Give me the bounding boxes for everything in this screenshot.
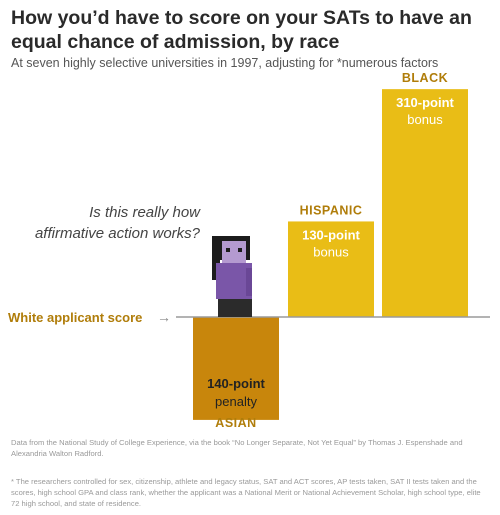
value-sublabel-asian: penalty xyxy=(215,394,257,409)
bar-asian xyxy=(193,317,279,420)
person-face xyxy=(222,241,246,263)
category-label-black: BLACK xyxy=(402,71,448,85)
chart-title: How you’d have to score on your SATs to … xyxy=(11,7,472,53)
value-sublabel-black: bonus xyxy=(407,112,443,127)
value-label-hispanic: 130-point xyxy=(302,227,360,242)
category-label-hispanic: HISPANIC xyxy=(300,203,363,217)
value-sublabel-hispanic: bonus xyxy=(313,244,349,259)
bar-hispanic xyxy=(288,221,374,317)
person-icon xyxy=(212,236,252,317)
person-eye-right xyxy=(238,248,242,252)
baseline-arrow-icon: → xyxy=(157,309,171,325)
footnote: * The researchers controlled for sex, ci… xyxy=(11,477,481,508)
annotation-line-1: Is this really how xyxy=(89,204,201,221)
person-legs xyxy=(218,299,252,317)
person-arm xyxy=(246,268,252,296)
annotation-line-2: affirmative action works? xyxy=(35,225,201,242)
bar-chart: 140-point penalty ASIAN HISPANIC 130-point bo… xyxy=(8,71,490,430)
value-label-black: 310-point xyxy=(396,95,454,110)
baseline-label: White applicant score xyxy=(8,310,142,325)
category-label-asian: ASIAN xyxy=(215,416,256,430)
chart-subtitle: At seven highly selective universities i… xyxy=(11,56,439,70)
person-eye-left xyxy=(226,248,230,252)
source-note: Data from the National Study of College … xyxy=(11,438,463,458)
bar-black xyxy=(382,89,468,318)
value-label-asian: 140-point xyxy=(207,376,265,391)
